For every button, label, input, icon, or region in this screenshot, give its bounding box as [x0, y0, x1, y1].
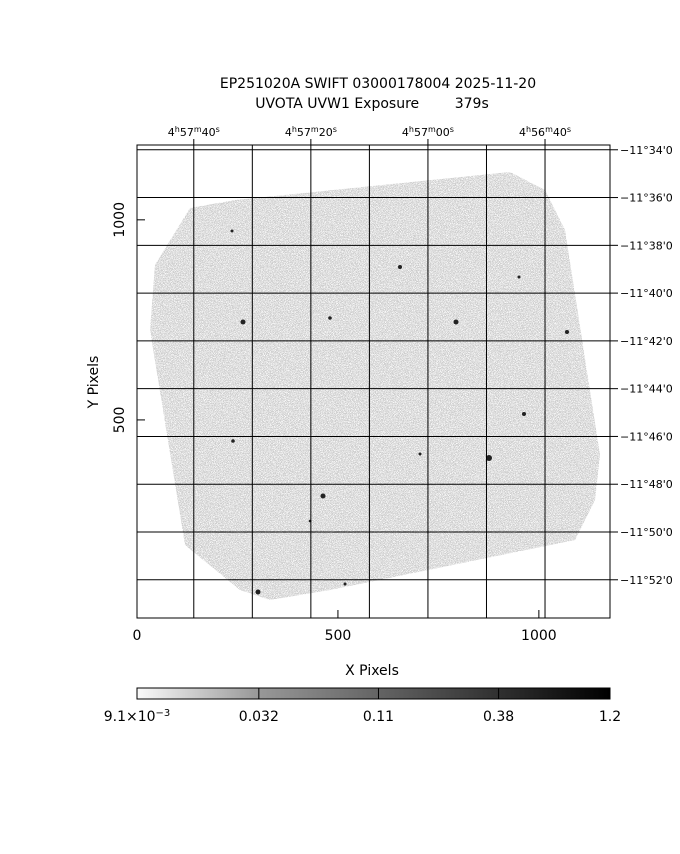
y2-tick-label: −11°48'0	[620, 478, 673, 491]
number: 20	[319, 126, 333, 139]
y2-tick-label: −11°44'0	[620, 383, 673, 396]
unit: s	[450, 125, 454, 134]
x-tick-label: 500	[325, 628, 352, 644]
number: 00	[436, 126, 450, 139]
unit: h	[175, 125, 180, 134]
colorbar-tick-label: 1.2	[599, 709, 621, 725]
chart-title: EP251020A SWIFT 03000178004 2025-11-20	[220, 76, 536, 92]
number: 4	[402, 126, 409, 139]
unit: m	[428, 125, 436, 134]
unit: s	[567, 125, 571, 134]
x-tick-label: 1000	[521, 628, 557, 644]
exponent: −3	[156, 708, 171, 719]
colorbar-tick-label: 0.032	[239, 709, 279, 725]
unit: h	[292, 125, 297, 134]
unit: m	[545, 125, 553, 134]
y2-tick-label: −11°38'0	[620, 239, 673, 252]
x-axis-label: X Pixels	[345, 663, 399, 679]
unit: h	[526, 125, 531, 134]
unit: m	[194, 125, 202, 134]
colorbar-tick-label: 9.1×10−3	[104, 708, 171, 726]
x2-tick-label: 4h56m40s	[519, 125, 571, 140]
unit: h	[409, 125, 414, 134]
plot-frame	[136, 144, 611, 619]
number: 4	[519, 126, 526, 139]
y-tick-label: 1000	[112, 202, 128, 238]
y-axis-label: Y Pixels	[86, 356, 102, 410]
y2-tick-label: −11°40'0	[620, 287, 673, 300]
colorbar-tick-label: 0.38	[483, 709, 514, 725]
y2-tick-label: −11°34'0	[620, 144, 673, 157]
number: 57	[180, 126, 194, 139]
x2-tick-label: 4h57m00s	[402, 125, 454, 140]
chart-subtitle: UVOTA UVW1 Exposure 379s	[255, 96, 489, 112]
y2-tick-label: −11°46'0	[620, 430, 673, 443]
unit: s	[216, 125, 220, 134]
number: 57	[414, 126, 428, 139]
y2-tick-label: −11°52'0	[620, 574, 673, 587]
number: 56	[531, 126, 545, 139]
y2-tick-label: −11°36'0	[620, 192, 673, 205]
number: 4	[285, 126, 292, 139]
unit: s	[333, 125, 337, 134]
y-tick-label: 500	[112, 407, 128, 434]
mantissa: 9.1×10	[104, 709, 156, 725]
unit: m	[311, 125, 319, 134]
number: 57	[297, 126, 311, 139]
x2-tick-label: 4h57m40s	[168, 125, 220, 140]
image	[150, 172, 600, 600]
y2-tick-label: −11°50'0	[620, 526, 673, 539]
number: 40	[553, 126, 567, 139]
y2-tick-label: −11°42'0	[620, 335, 673, 348]
number: 40	[202, 126, 216, 139]
x2-tick-label: 4h57m20s	[285, 125, 337, 140]
number: 4	[168, 126, 175, 139]
x-tick-label: 0	[133, 628, 142, 644]
colorbar-tick-label: 0.11	[363, 709, 394, 725]
colorbar	[136, 687, 611, 700]
